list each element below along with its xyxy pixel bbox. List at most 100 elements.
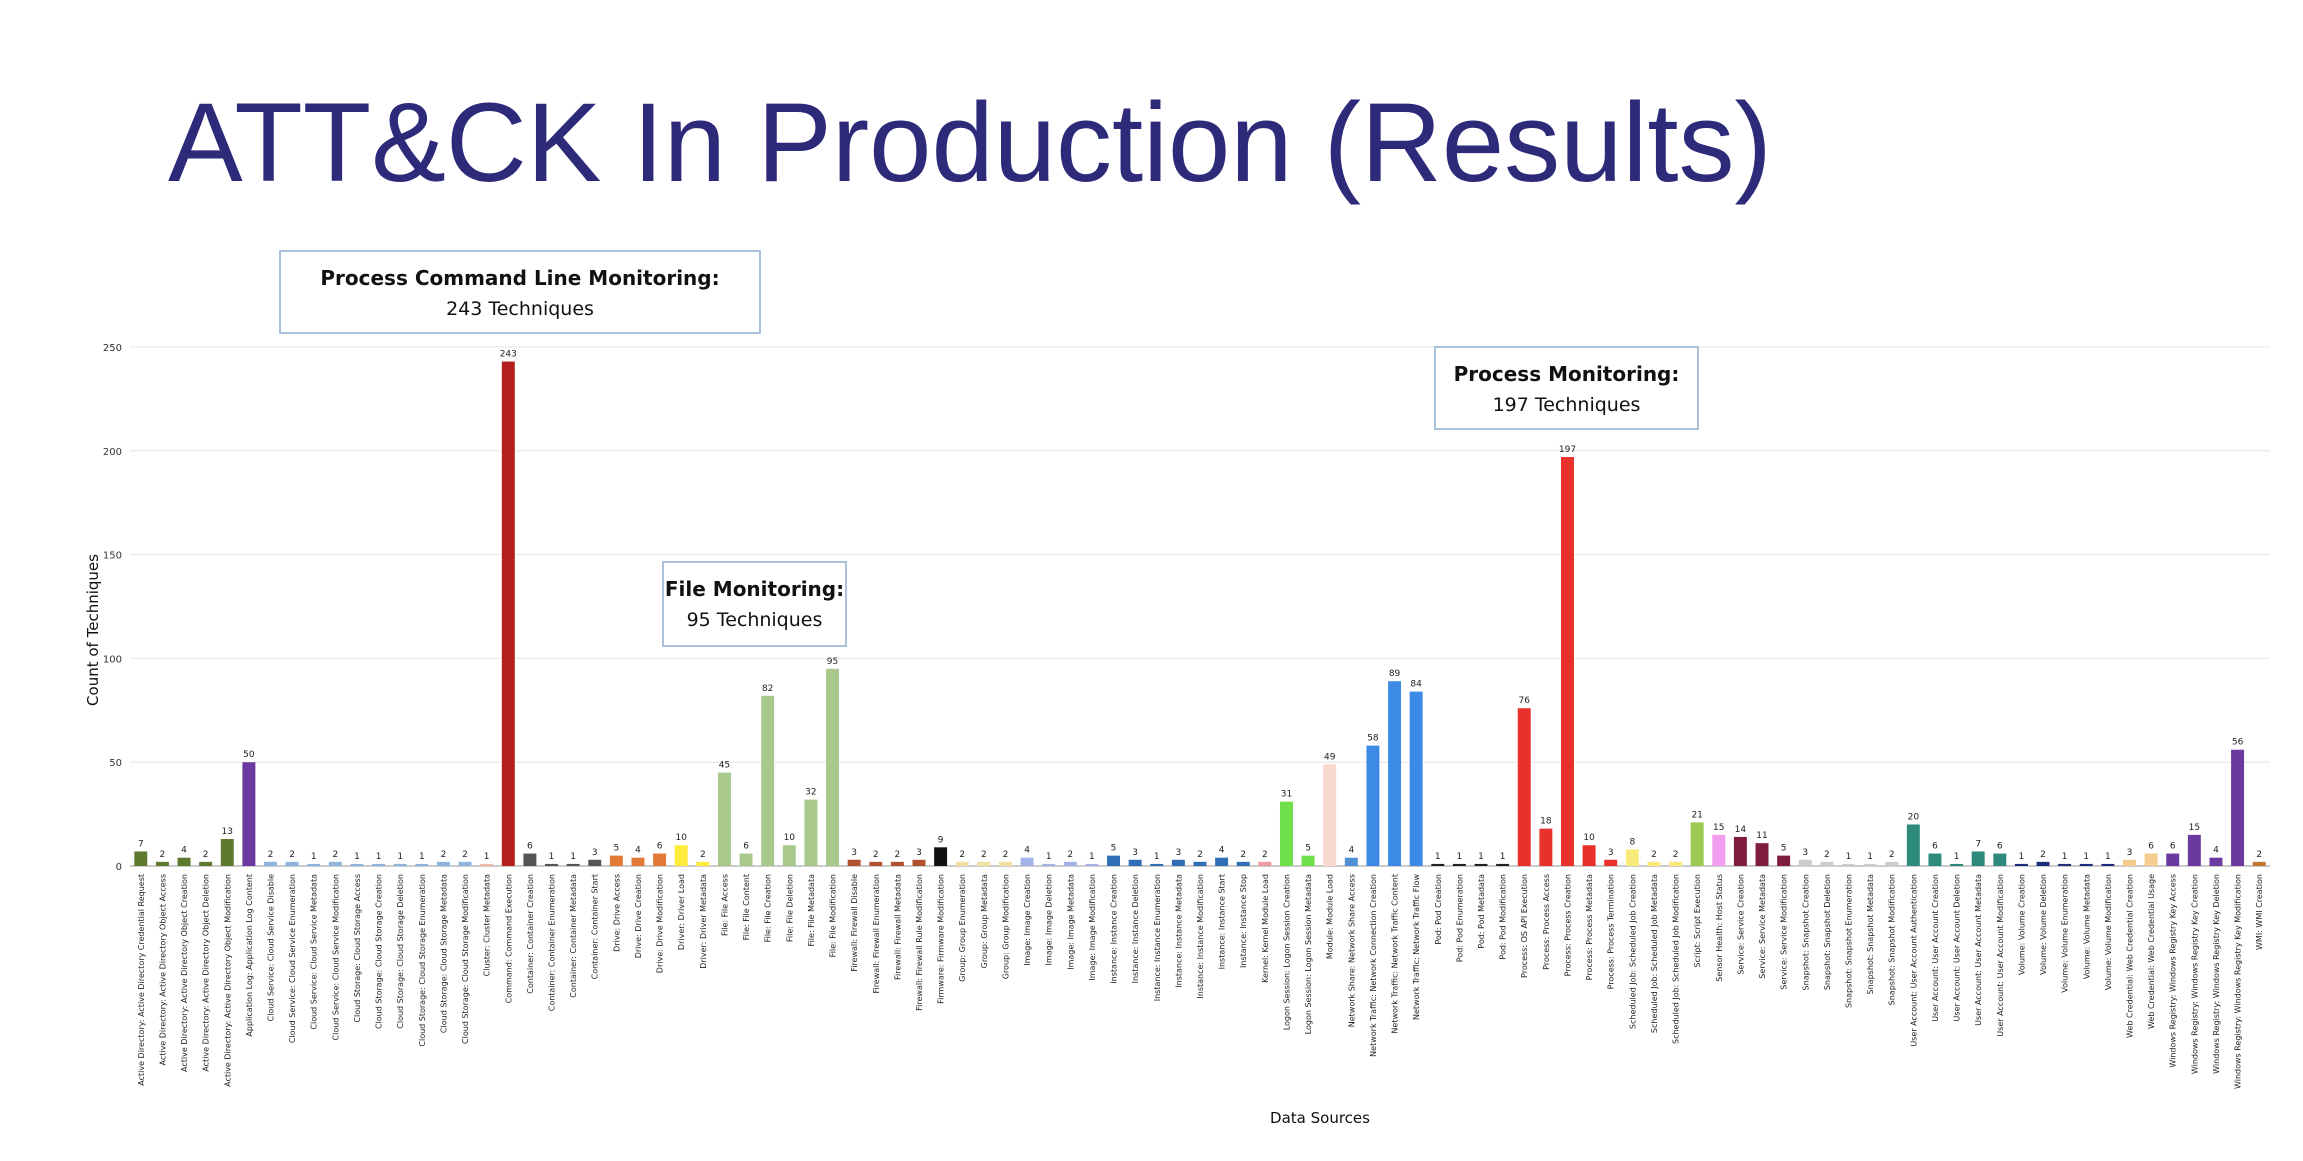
bar-value-label: 5	[613, 844, 619, 854]
x-tick-label: Command: Command Execution	[504, 874, 513, 1003]
bar-value-label: 4	[2213, 846, 2219, 856]
bar	[761, 695, 775, 866]
bar-value-label: 4	[635, 846, 641, 856]
bar-value-label: 1	[376, 852, 382, 862]
x-tick-label: Sensor Health: Host Status	[1715, 874, 1724, 982]
bar-value-label: 56	[2232, 738, 2244, 748]
bar	[1431, 863, 1445, 866]
x-tick-label: Group: Group Modification	[1001, 874, 1010, 979]
bar	[220, 839, 234, 866]
bar-value-label: 32	[805, 788, 816, 798]
bar-value-label: 49	[1324, 752, 1336, 762]
x-tick-label: Scheduled Job: Scheduled Job Creation	[1628, 874, 1637, 1029]
bar	[1085, 863, 1099, 866]
callout-subtitle: 95 Techniques	[686, 609, 823, 631]
bar	[588, 859, 602, 866]
bar-value-label: 1	[484, 852, 490, 862]
x-tick-label: File: File Creation	[764, 874, 773, 942]
x-tick-label: Group: Group Metadata	[980, 874, 989, 968]
bar-value-label: 6	[657, 842, 663, 852]
x-tick-label: Service: Service Metadata	[1758, 874, 1767, 979]
bar-value-label: 10	[784, 833, 796, 843]
bar-value-label: 1	[1457, 852, 1463, 862]
x-tick-label: Cloud Storage: Cloud Storage Metadata	[439, 874, 448, 1033]
bar-value-label: 84	[1410, 680, 1422, 690]
x-tick-label: Container: Container Enumeration	[548, 874, 557, 1011]
x-tick-label: Container: Container Start	[591, 874, 600, 979]
bar-value-label: 243	[500, 350, 517, 360]
bar	[2144, 853, 2158, 866]
bar	[804, 799, 818, 866]
x-tick-label: Snapshot: Snapshot Metadata	[1866, 874, 1875, 995]
bar	[1171, 859, 1185, 866]
bar-value-label: 2	[1889, 850, 1895, 860]
x-tick-label: Image: Image Modification	[1088, 874, 1097, 981]
bar	[155, 861, 169, 866]
callout-subtitle: 197 Techniques	[1492, 394, 1641, 416]
x-tick-label: Firewall: Firewall Metadata	[893, 874, 902, 980]
bar-value-label: 5	[1781, 844, 1787, 854]
bar-value-label: 2	[2256, 850, 2262, 860]
bar-value-label: 197	[1559, 445, 1576, 455]
bar-value-label: 13	[222, 827, 233, 837]
x-tick-label: Cloud Storage: Cloud Storage Deletion	[396, 874, 405, 1029]
bar	[393, 863, 407, 866]
bar	[2079, 863, 2093, 866]
bar	[1733, 836, 1747, 866]
y-tick-labels: 0 50 100 150 200 250	[103, 343, 122, 873]
x-tick-label: Cloud Storage: Cloud Storage Modificatio…	[461, 874, 470, 1044]
bar-value-label: 1	[1089, 852, 1095, 862]
bar-value-label: 10	[675, 833, 687, 843]
bars	[134, 361, 2266, 866]
x-tick-label: File: File Content	[742, 874, 751, 940]
bar	[1150, 863, 1164, 866]
bar	[674, 845, 688, 866]
bar	[1971, 851, 1985, 866]
bar-value-label: 1	[570, 852, 576, 862]
bar-value-label: 1	[549, 852, 555, 862]
bar-value-label: 14	[1735, 825, 1747, 835]
x-tick-label: Cluster: Cluster Metadata	[483, 874, 492, 976]
x-tick-label: Image: Image Metadata	[1066, 874, 1075, 970]
x-tick-label: Cloud Service: Cloud Service Enumeration	[288, 874, 297, 1043]
x-tick-label: Driver: Driver Metadata	[699, 874, 708, 969]
x-tick-label: Cloud Storage: Cloud Storage Access	[353, 874, 362, 1023]
bar	[1777, 855, 1791, 866]
bar-value-label: 2	[895, 850, 901, 860]
bar-value-label: 2	[462, 850, 468, 860]
x-tick-label: File: File Metadata	[807, 874, 816, 947]
bar-value-label: 2	[441, 850, 447, 860]
x-tick-label: Process: OS API Execution	[1520, 874, 1529, 978]
x-tick-label: Instance: Instance Metadata	[1174, 874, 1183, 988]
bar	[2014, 863, 2028, 866]
bar	[1366, 745, 1380, 866]
bar	[2036, 861, 2050, 866]
x-tick-label: Snapshot: Snapshot Deletion	[1823, 874, 1832, 990]
bar	[264, 861, 277, 866]
bar	[1690, 822, 1704, 866]
bar-value-label: 1	[1435, 852, 1441, 862]
bar	[545, 863, 558, 866]
y-axis-label: Count of Techniques	[84, 554, 102, 706]
bar-value-label: 3	[2127, 848, 2133, 858]
bar-value-label: 7	[1975, 839, 1981, 849]
bar-value-label: 6	[2170, 842, 2176, 852]
bar-value-label: 1	[1846, 852, 1852, 862]
bar-value-label: 6	[743, 842, 749, 852]
bar	[739, 853, 753, 866]
x-tick-label: Kernel: Kernel Module Load	[1261, 874, 1270, 983]
bar	[134, 851, 148, 866]
bar-value-label: 1	[1478, 852, 1484, 862]
bar-value-label: 2	[873, 850, 879, 860]
bar	[717, 772, 731, 866]
x-tick-label: Snapshot: Snapshot Enumeration	[1844, 874, 1853, 1008]
bar	[955, 861, 969, 866]
bar	[1323, 764, 1337, 866]
bar	[631, 857, 645, 866]
x-tick-label: Instance: Instance Deletion	[1131, 874, 1140, 983]
x-tick-label: Process: Process Metadata	[1585, 874, 1594, 980]
bar	[1604, 859, 1618, 866]
bar	[1647, 861, 1661, 866]
